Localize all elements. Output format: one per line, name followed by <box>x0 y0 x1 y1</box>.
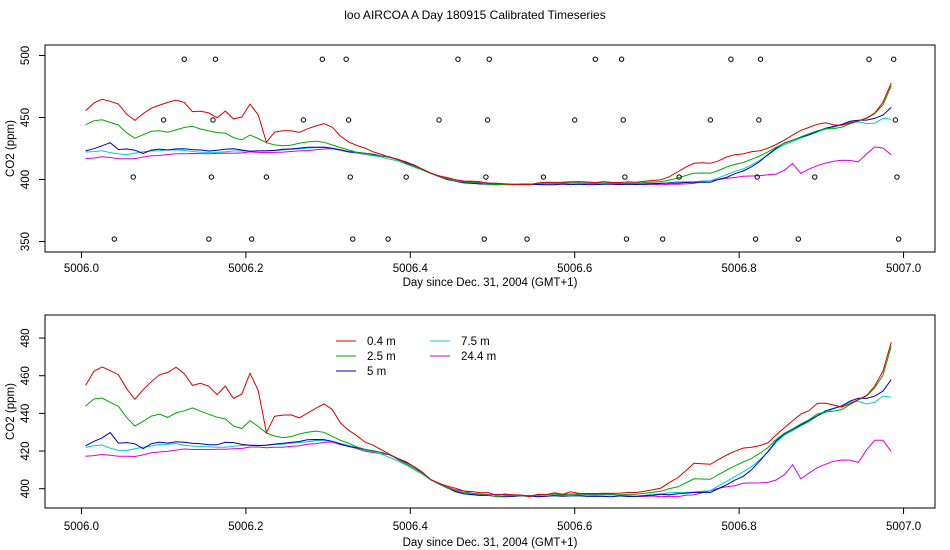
data-point <box>622 174 628 180</box>
x-tick-label: 5006.4 <box>393 521 429 533</box>
y-tick-label: 440 <box>20 404 32 423</box>
data-point <box>210 117 216 123</box>
series-line-2-5-m <box>85 346 892 498</box>
data-point <box>894 174 900 180</box>
data-point <box>206 236 212 242</box>
series-line-0-4-m <box>85 342 892 498</box>
data-point <box>403 174 409 180</box>
plot-area <box>85 342 892 498</box>
y-tick-label: 460 <box>20 366 32 385</box>
legend-label: 5 m <box>367 366 386 378</box>
data-point <box>728 56 734 62</box>
x-tick-label: 5006.2 <box>228 521 263 533</box>
data-point <box>343 56 349 62</box>
data-point <box>130 174 136 180</box>
data-point <box>757 56 764 62</box>
data-point <box>752 236 759 242</box>
x-tick-label: 5007.0 <box>886 521 921 533</box>
data-point <box>345 117 352 123</box>
data-point <box>756 117 762 123</box>
series-line-5-m <box>85 106 892 186</box>
plot-area <box>85 56 902 242</box>
data-point <box>623 236 630 242</box>
x-tick-label: 5006.8 <box>722 521 757 533</box>
y-tick-label: 450 <box>20 108 32 127</box>
data-point <box>263 174 270 180</box>
data-point <box>618 56 625 62</box>
data-point <box>890 56 897 62</box>
data-point <box>319 56 326 62</box>
x-axis-label: Day since Dec. 31, 2004 (GMT+1) <box>403 537 578 549</box>
data-point <box>795 236 802 242</box>
data-point <box>347 174 353 180</box>
data-point <box>111 236 118 242</box>
data-point <box>385 236 391 242</box>
y-tick-label: 400 <box>20 170 32 189</box>
y-tick-label: 400 <box>20 479 32 498</box>
data-point <box>212 56 219 62</box>
y-axis-label: CO2 (ppm) <box>5 383 17 440</box>
y-tick-label: 480 <box>20 328 32 347</box>
data-point <box>160 117 167 123</box>
panel-bottom: 5006.0 5006.2 5006.4 5006.6 5006.8 5007.0 400 4… <box>5 314 936 549</box>
data-point <box>895 236 902 242</box>
data-point <box>592 56 598 62</box>
series-line-5-m <box>85 379 892 498</box>
data-point <box>572 117 578 123</box>
data-point <box>481 236 487 242</box>
data-point <box>892 117 899 123</box>
data-point <box>300 117 307 123</box>
data-point <box>486 56 492 62</box>
x-tick-label: 5006.0 <box>64 263 99 275</box>
data-point <box>483 174 489 180</box>
data-point <box>350 236 356 242</box>
y-tick-label: 500 <box>20 46 32 65</box>
y-axis-label: CO2 (ppm) <box>5 120 17 177</box>
plot-frame <box>44 314 936 509</box>
data-point <box>659 236 666 242</box>
y-tick-label: 350 <box>20 232 32 251</box>
data-point <box>754 174 760 180</box>
data-point <box>620 117 626 123</box>
data-point <box>455 56 461 62</box>
legend-label: 7.5 m <box>461 336 490 348</box>
data-point <box>707 117 714 123</box>
chart-title: loo AIRCOA A Day 180915 Calibrated Times… <box>344 8 605 22</box>
legend-label: 24.4 m <box>461 351 496 363</box>
data-point <box>181 56 187 62</box>
x-tick-label: 5006.2 <box>228 263 263 275</box>
data-point <box>484 117 491 123</box>
data-point <box>866 56 872 62</box>
legend-label: 0.4 m <box>367 336 396 348</box>
data-point <box>524 236 530 242</box>
data-point <box>208 174 215 180</box>
x-tick-label: 5007.0 <box>886 263 921 275</box>
series-line-0-4-m <box>85 82 892 186</box>
data-point <box>676 174 682 180</box>
series-line-2-5-m <box>85 85 892 186</box>
data-point <box>248 236 255 242</box>
data-point <box>540 174 547 180</box>
x-tick-label: 5006.0 <box>64 521 99 533</box>
x-tick-label: 5006.6 <box>557 521 592 533</box>
legend: 0.4 m 2.5 m 5 m 7.5 m 24.4 m <box>336 336 496 378</box>
data-point <box>812 174 818 180</box>
panel-top: 5006.0 5006.2 5006.4 5006.6 5006.8 5007.0 350 4… <box>5 44 936 289</box>
y-tick-label: 420 <box>20 441 32 460</box>
legend-label: 2.5 m <box>367 351 396 363</box>
x-tick-label: 5006.8 <box>722 263 757 275</box>
x-tick-label: 5006.6 <box>557 263 592 275</box>
x-tick-label: 5006.4 <box>393 263 429 275</box>
plot-frame <box>44 44 936 253</box>
x-axis-label: Day since Dec. 31, 2004 (GMT+1) <box>403 277 578 289</box>
data-point <box>436 117 442 123</box>
